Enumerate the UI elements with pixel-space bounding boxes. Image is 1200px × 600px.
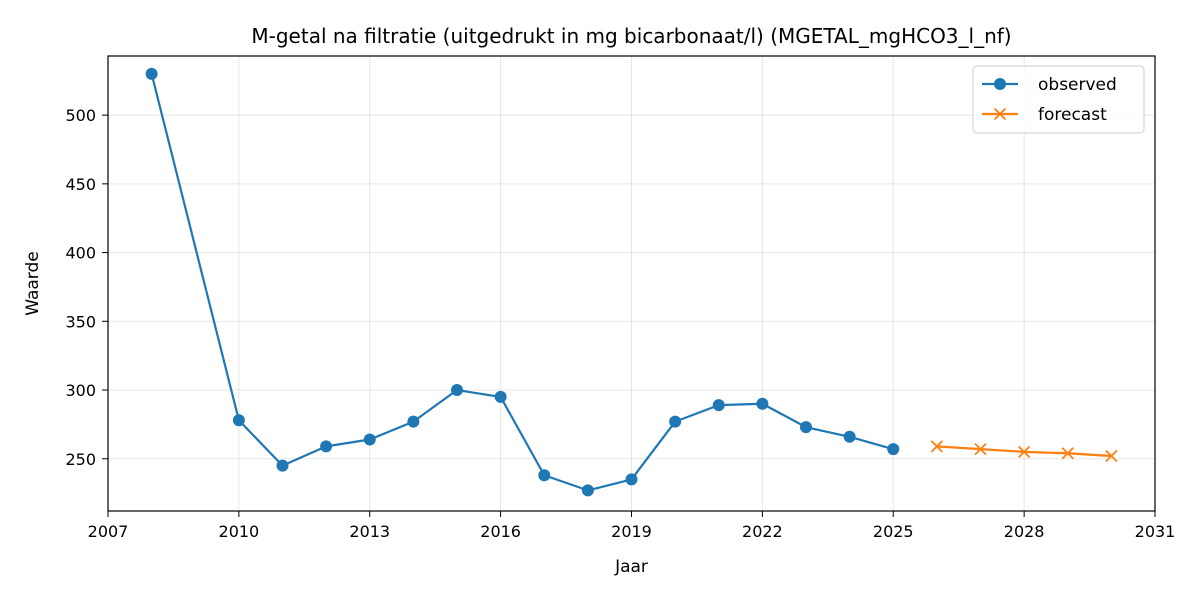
y-tick-label: 450	[65, 175, 96, 194]
data-point-observed	[538, 469, 551, 482]
legend-item-forecast: forecast	[982, 105, 1107, 125]
data-point-observed	[843, 430, 856, 443]
data-point-observed	[320, 440, 333, 453]
data-point-observed	[451, 384, 463, 397]
x-marker-stroke	[1105, 449, 1118, 463]
x-marker-stroke	[930, 440, 944, 453]
legend: observed forecast	[972, 65, 1145, 134]
x-tick-label: 2031	[1135, 522, 1176, 541]
x-tick-label: 2007	[88, 522, 129, 541]
data-point-observed	[276, 459, 289, 472]
x-tick-label: 2019	[611, 522, 652, 541]
y-axis-label: Waarde	[23, 251, 43, 316]
data-point-observed	[756, 397, 769, 410]
x-marker-stroke	[1061, 447, 1074, 460]
chart-title: M-getal na filtratie (uitgedrukt in mg b…	[251, 24, 1011, 48]
legend-box	[972, 65, 1145, 134]
data-point-observed	[232, 414, 245, 427]
data-point-observed	[581, 484, 594, 497]
data-point-forecast	[1061, 447, 1074, 460]
x-axis: 2007 2010 2013 2016 2019 2022 2025 2028 2031	[88, 511, 1176, 541]
y-axis: 250 300 350 400 450 500	[65, 106, 108, 469]
legend-item-observed: observed	[982, 75, 1117, 95]
data-point-forecast	[974, 443, 987, 456]
y-tick-label: 250	[65, 450, 96, 469]
legend-marker	[993, 107, 1007, 121]
data-point-observed	[407, 415, 420, 428]
x-marker-stroke	[1017, 445, 1031, 459]
data-point-observed	[669, 415, 682, 428]
data-point-observed	[625, 473, 638, 486]
data-point-forecast	[930, 440, 944, 453]
legend-label: forecast	[1038, 105, 1107, 125]
series-layer	[145, 67, 1118, 497]
data-point-observed	[800, 421, 812, 434]
x-tick-label: 2025	[873, 522, 914, 541]
y-tick-label: 300	[65, 381, 96, 400]
data-point-observed	[712, 399, 725, 412]
y-tick-label: 500	[65, 106, 96, 125]
series-forecast	[930, 440, 1118, 463]
series-observed	[145, 67, 900, 497]
x-tick-label: 2028	[1004, 522, 1045, 541]
data-point-observed	[887, 443, 900, 456]
y-tick-label: 400	[65, 244, 96, 263]
x-axis-label: Jaar	[614, 557, 648, 577]
data-point-forecast	[1105, 449, 1118, 463]
data-point-observed	[363, 433, 376, 446]
legend-marker	[994, 78, 1006, 90]
x-marker-stroke	[974, 443, 987, 456]
data-point-observed	[494, 390, 507, 403]
x-tick-label: 2022	[742, 522, 783, 541]
x-tick-label: 2016	[480, 522, 521, 541]
data-point-observed	[145, 67, 158, 80]
x-tick-label: 2010	[219, 522, 260, 541]
y-tick-label: 350	[65, 312, 96, 331]
data-point-forecast	[1017, 445, 1031, 459]
legend-label: observed	[1038, 75, 1117, 95]
x-tick-label: 2013	[349, 522, 390, 541]
x-marker-stroke	[993, 107, 1007, 121]
